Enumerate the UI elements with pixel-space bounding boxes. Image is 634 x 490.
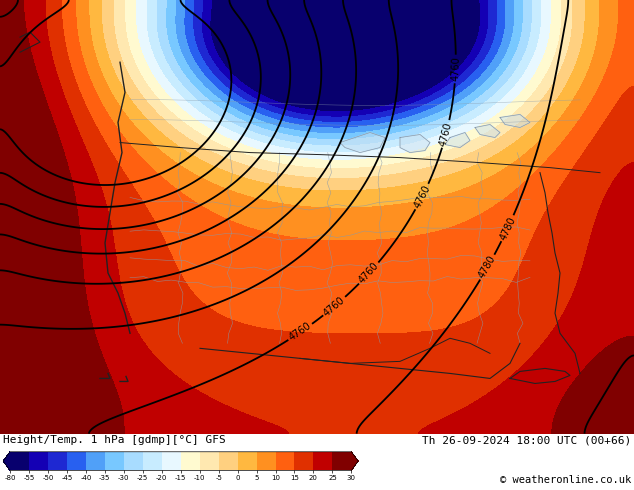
Text: 4760: 4760 xyxy=(438,121,454,147)
Text: 4760: 4760 xyxy=(321,294,347,318)
Text: 4760: 4760 xyxy=(287,321,313,343)
Polygon shape xyxy=(445,132,470,147)
PathPatch shape xyxy=(351,452,358,470)
Polygon shape xyxy=(500,115,530,127)
Text: Th 26-09-2024 18:00 UTC (00+66): Th 26-09-2024 18:00 UTC (00+66) xyxy=(422,435,631,445)
PathPatch shape xyxy=(3,452,10,470)
Text: 4760: 4760 xyxy=(357,261,381,286)
Polygon shape xyxy=(400,135,430,152)
Text: © weatheronline.co.uk: © weatheronline.co.uk xyxy=(500,475,631,486)
Polygon shape xyxy=(475,124,500,138)
Polygon shape xyxy=(340,132,385,152)
Text: 4780: 4780 xyxy=(477,254,498,280)
Text: 4760: 4760 xyxy=(450,56,461,81)
Text: Height/Temp. 1 hPa [gdmp][°C] GFS: Height/Temp. 1 hPa [gdmp][°C] GFS xyxy=(3,435,226,445)
Text: 4760: 4760 xyxy=(412,183,432,210)
Text: 4780: 4780 xyxy=(498,215,517,242)
